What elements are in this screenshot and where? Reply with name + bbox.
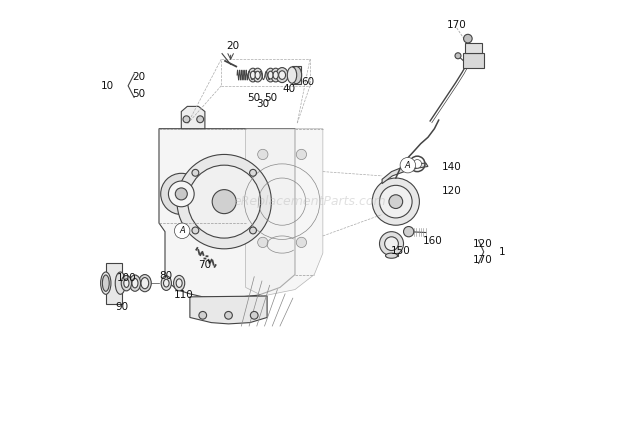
Text: eReplacementParts.com: eReplacementParts.com [234, 195, 386, 208]
Text: 10: 10 [101, 81, 114, 91]
Ellipse shape [278, 71, 286, 79]
Text: 120: 120 [442, 186, 462, 196]
Circle shape [174, 223, 190, 239]
Text: 170: 170 [473, 254, 493, 265]
Ellipse shape [161, 276, 172, 290]
Polygon shape [159, 129, 295, 298]
Circle shape [212, 190, 236, 214]
Ellipse shape [102, 275, 109, 291]
Circle shape [250, 311, 258, 319]
Ellipse shape [291, 66, 302, 84]
Polygon shape [181, 106, 205, 129]
Text: A: A [179, 227, 185, 235]
Text: A: A [405, 161, 410, 169]
Text: 40: 40 [282, 84, 295, 94]
Circle shape [169, 181, 194, 207]
Circle shape [413, 160, 422, 168]
Ellipse shape [164, 279, 169, 287]
Ellipse shape [174, 275, 185, 291]
Ellipse shape [132, 278, 138, 288]
Circle shape [384, 237, 399, 251]
Text: 120: 120 [473, 239, 493, 249]
Ellipse shape [115, 272, 125, 294]
Text: 60: 60 [301, 77, 314, 88]
Circle shape [192, 227, 199, 234]
Circle shape [161, 173, 202, 214]
Bar [465, 43, 482, 53]
Polygon shape [382, 163, 428, 184]
Circle shape [199, 311, 206, 319]
Ellipse shape [141, 278, 149, 289]
Circle shape [379, 185, 412, 218]
Text: 140: 140 [442, 162, 462, 172]
Ellipse shape [122, 275, 131, 291]
Ellipse shape [287, 67, 297, 83]
Circle shape [177, 154, 272, 249]
Bar [386, 244, 397, 256]
Text: 50: 50 [132, 88, 145, 99]
Circle shape [250, 227, 257, 234]
Circle shape [464, 34, 472, 43]
Circle shape [296, 149, 306, 160]
Text: 170: 170 [447, 20, 467, 30]
Circle shape [379, 232, 404, 256]
Circle shape [250, 169, 257, 176]
Ellipse shape [138, 275, 151, 292]
Text: 50: 50 [264, 93, 277, 103]
Bar [292, 66, 301, 84]
Ellipse shape [248, 68, 258, 82]
Circle shape [175, 188, 187, 200]
Ellipse shape [255, 71, 260, 79]
Text: 160: 160 [422, 236, 442, 246]
Text: 1: 1 [498, 247, 505, 257]
Circle shape [197, 116, 203, 123]
Text: 50: 50 [247, 93, 261, 103]
Polygon shape [190, 296, 267, 324]
Text: 20: 20 [227, 41, 240, 51]
Ellipse shape [176, 279, 182, 287]
Circle shape [258, 237, 268, 248]
Circle shape [224, 311, 232, 319]
Circle shape [258, 149, 268, 160]
Ellipse shape [130, 275, 141, 291]
Text: 90: 90 [115, 302, 129, 312]
Circle shape [372, 178, 419, 225]
Ellipse shape [250, 71, 255, 79]
Text: 20: 20 [132, 72, 145, 82]
Circle shape [192, 169, 199, 176]
Ellipse shape [100, 272, 111, 294]
Circle shape [296, 237, 306, 248]
Ellipse shape [253, 68, 262, 82]
Ellipse shape [124, 279, 129, 287]
Text: 100: 100 [117, 273, 136, 283]
Ellipse shape [266, 68, 275, 82]
Circle shape [400, 157, 415, 173]
Ellipse shape [268, 71, 273, 79]
Ellipse shape [386, 253, 397, 258]
Circle shape [455, 53, 461, 59]
Bar [463, 53, 484, 68]
Circle shape [404, 227, 414, 237]
Circle shape [183, 116, 190, 123]
Ellipse shape [271, 68, 280, 82]
Bar [106, 263, 122, 304]
Text: 30: 30 [256, 99, 269, 109]
Ellipse shape [276, 68, 288, 83]
Text: 70: 70 [198, 260, 211, 270]
Text: 150: 150 [391, 246, 411, 256]
Text: 110: 110 [174, 290, 193, 300]
Polygon shape [246, 129, 323, 296]
Text: 80: 80 [160, 271, 173, 281]
Circle shape [389, 195, 402, 208]
Ellipse shape [273, 71, 278, 79]
Circle shape [188, 165, 260, 238]
